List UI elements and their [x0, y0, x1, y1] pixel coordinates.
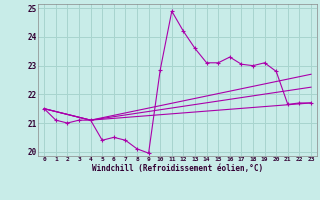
X-axis label: Windchill (Refroidissement éolien,°C): Windchill (Refroidissement éolien,°C): [92, 164, 263, 173]
